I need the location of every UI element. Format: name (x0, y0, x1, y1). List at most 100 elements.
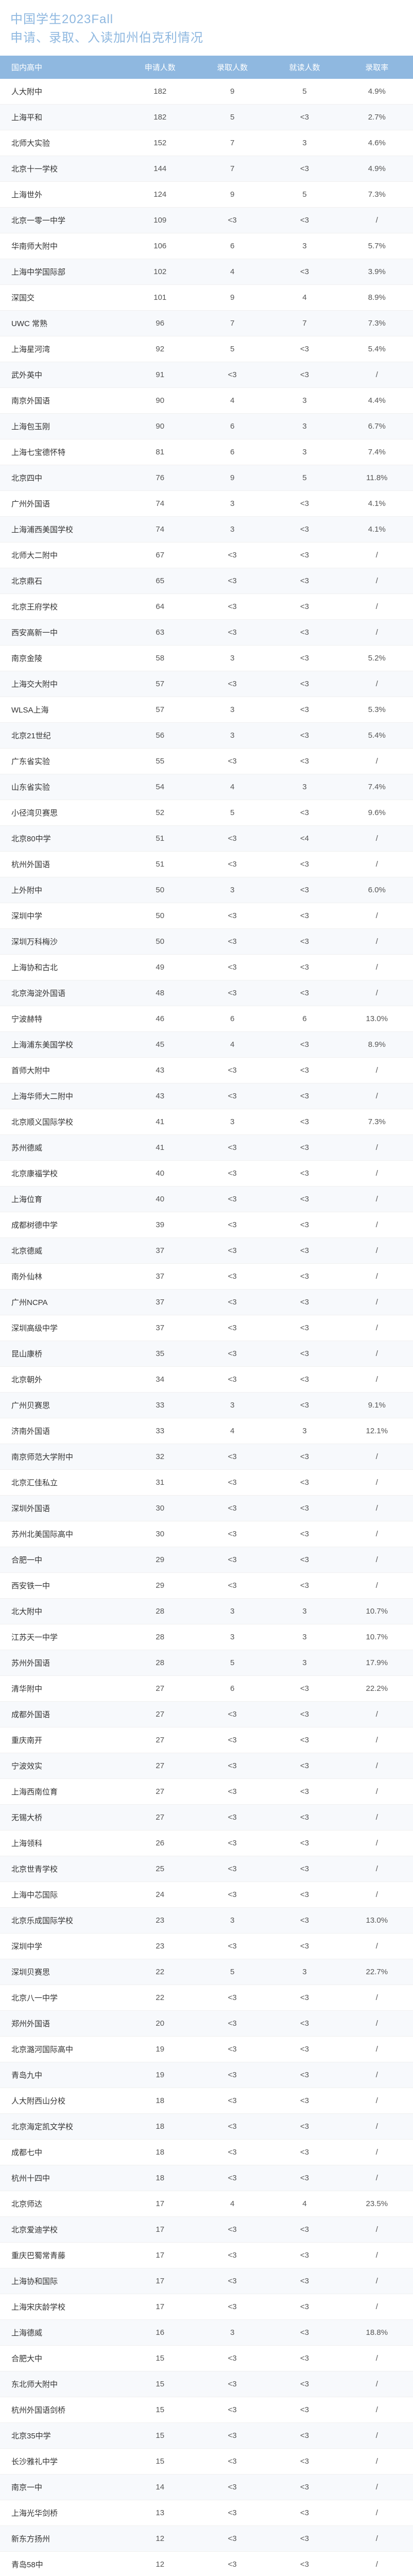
cell-admitted: <3 (196, 2294, 268, 2320)
cell-admitted: <3 (196, 1521, 268, 1547)
cell-school: 广州外国语 (0, 491, 124, 517)
cell-school: 成都树德中学 (0, 1212, 124, 1238)
cell-admitted: 3 (196, 491, 268, 517)
cell-applicants: 182 (124, 105, 196, 130)
table-row: 苏州外国语285317.9% (0, 1650, 413, 1676)
cell-admitted: <3 (196, 2114, 268, 2140)
cell-applicants: 14 (124, 2475, 196, 2500)
cell-school: 山东省实验 (0, 774, 124, 800)
table-row: 南外仙林37<3<3/ (0, 1264, 413, 1290)
cell-applicants: 124 (124, 182, 196, 208)
cell-applicants: 22 (124, 1959, 196, 1985)
cell-enrolled: <3 (268, 697, 340, 723)
cell-admitted: <3 (196, 852, 268, 877)
cell-enrolled: <3 (268, 749, 340, 774)
cell-school: 上海协和国际 (0, 2268, 124, 2294)
cell-applicants: 18 (124, 2140, 196, 2165)
cell-admitted: 4 (196, 2191, 268, 2217)
cell-school: 南外仙林 (0, 1264, 124, 1290)
table-row: 宁波效实27<3<3/ (0, 1753, 413, 1779)
cell-admitted: <3 (196, 1934, 268, 1959)
cell-school: 苏州德威 (0, 1135, 124, 1161)
cell-admitted: <3 (196, 208, 268, 233)
table-row: 人大附西山分校18<3<3/ (0, 2088, 413, 2114)
cell-enrolled: <3 (268, 517, 340, 543)
cell-rate: 6.0% (341, 877, 413, 903)
cell-enrolled: <3 (268, 1805, 340, 1831)
cell-school: 上海领科 (0, 1831, 124, 1856)
cell-admitted: 9 (196, 285, 268, 311)
cell-enrolled: <3 (268, 1212, 340, 1238)
table-row: 广州外国语743<34.1% (0, 491, 413, 517)
cell-rate: / (341, 1521, 413, 1547)
cell-school: 北京35中学 (0, 2423, 124, 2449)
cell-applicants: 29 (124, 1547, 196, 1573)
cell-applicants: 76 (124, 465, 196, 491)
table-row: 北京鼎石65<3<3/ (0, 568, 413, 594)
cell-rate: / (341, 1753, 413, 1779)
cell-enrolled: <3 (268, 903, 340, 929)
cell-rate: / (341, 749, 413, 774)
cell-admitted: <3 (196, 903, 268, 929)
cell-enrolled: <3 (268, 336, 340, 362)
cell-applicants: 17 (124, 2294, 196, 2320)
cell-school: 深圳中学 (0, 1934, 124, 1959)
cell-school: 上海位育 (0, 1187, 124, 1212)
cell-applicants: 16 (124, 2320, 196, 2346)
cell-rate: / (341, 1573, 413, 1599)
cell-enrolled: <3 (268, 1187, 340, 1212)
table-row: 西安铁一中29<3<3/ (0, 1573, 413, 1599)
cell-rate: / (341, 543, 413, 568)
cell-admitted: <3 (196, 1496, 268, 1521)
table-row: UWC 常熟96777.3% (0, 311, 413, 336)
cell-admitted: <3 (196, 1367, 268, 1393)
cell-enrolled: 3 (268, 1624, 340, 1650)
cell-rate: / (341, 2011, 413, 2037)
cell-school: 人大附西山分校 (0, 2088, 124, 2114)
cell-school: 北京海淀外国语 (0, 980, 124, 1006)
cell-rate: / (341, 594, 413, 620)
cell-rate: / (341, 1985, 413, 2011)
cell-rate: 4.4% (341, 388, 413, 414)
cell-admitted: 3 (196, 1109, 268, 1135)
cell-applicants: 152 (124, 130, 196, 156)
cell-applicants: 51 (124, 852, 196, 877)
cell-admitted: 6 (196, 233, 268, 259)
table-row: 北京21世纪563<35.4% (0, 723, 413, 749)
cell-applicants: 96 (124, 311, 196, 336)
cell-admitted: <3 (196, 2037, 268, 2062)
cell-applicants: 144 (124, 156, 196, 182)
table-row: 北师大二附中67<3<3/ (0, 543, 413, 568)
cell-applicants: 15 (124, 2423, 196, 2449)
cell-admitted: 4 (196, 259, 268, 285)
cell-applicants: 26 (124, 1831, 196, 1856)
cell-school: 清华附中 (0, 1676, 124, 1702)
cell-enrolled: <3 (268, 1393, 340, 1418)
cell-enrolled: 5 (268, 182, 340, 208)
cell-rate: / (341, 2552, 413, 2576)
table-row: 上海浦西美国学校743<34.1% (0, 517, 413, 543)
cell-rate: 10.7% (341, 1624, 413, 1650)
table-row: 小径湾贝赛思525<39.6% (0, 800, 413, 826)
cell-rate: / (341, 1238, 413, 1264)
cell-school: 上海平和 (0, 105, 124, 130)
cell-school: 青岛58中 (0, 2552, 124, 2576)
cell-school: 北京潞河国际高中 (0, 2037, 124, 2062)
cell-admitted: <3 (196, 1135, 268, 1161)
cell-school: 济南外国语 (0, 1418, 124, 1444)
cell-applicants: 37 (124, 1315, 196, 1341)
cell-school: 上海七宝德怀特 (0, 439, 124, 465)
cell-school: 昆山康桥 (0, 1341, 124, 1367)
cell-applicants: 41 (124, 1109, 196, 1135)
table-row: 北大附中283310.7% (0, 1599, 413, 1624)
cell-school: 北京爱迪学校 (0, 2217, 124, 2243)
cell-rate: / (341, 2500, 413, 2526)
table-row: 北京十一学校1447<34.9% (0, 156, 413, 182)
cell-school: 上海协和古北 (0, 955, 124, 980)
table-row: 宁波赫特466613.0% (0, 1006, 413, 1032)
cell-admitted: <3 (196, 2371, 268, 2397)
cell-applicants: 37 (124, 1238, 196, 1264)
table-row: 青岛九中19<3<3/ (0, 2062, 413, 2088)
cell-applicants: 109 (124, 208, 196, 233)
cell-school: 深圳高级中学 (0, 1315, 124, 1341)
